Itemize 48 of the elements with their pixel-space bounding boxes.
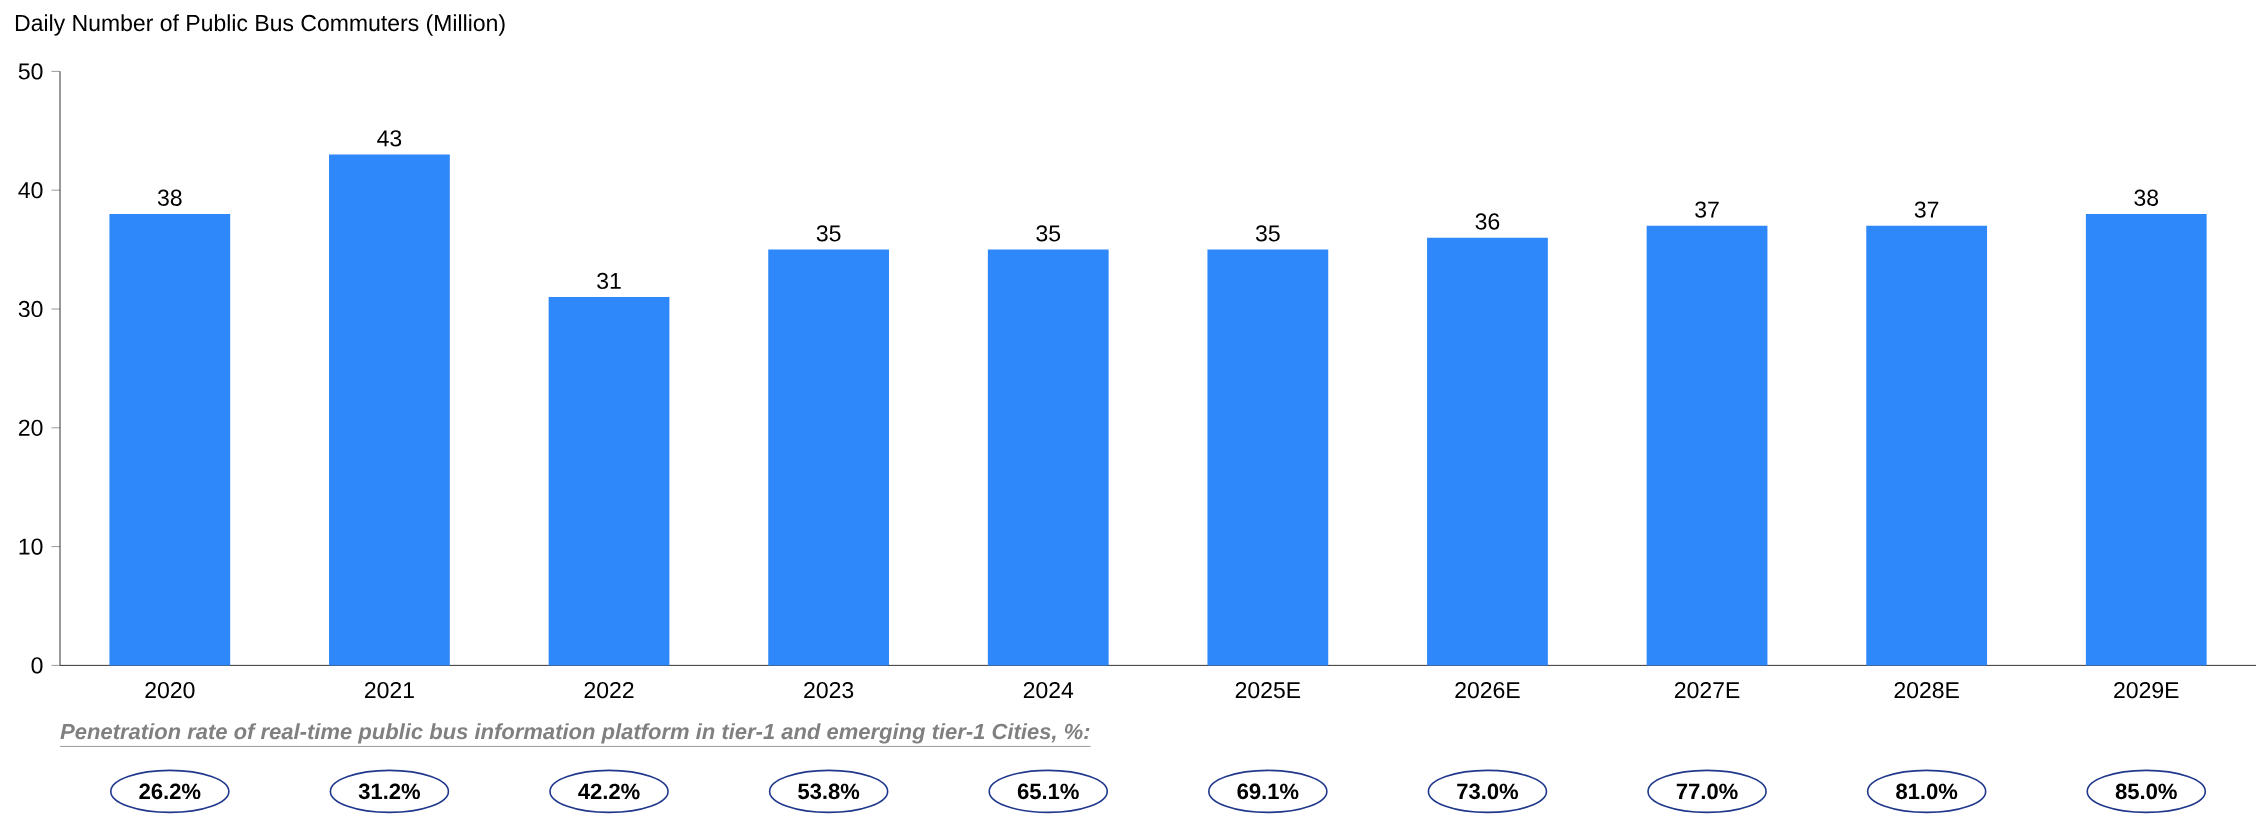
bar — [1866, 225, 1988, 666]
data-label: 35 — [1255, 225, 1280, 242]
text: 69.1% — [1237, 783, 1299, 800]
data-label: 35 — [1036, 225, 1061, 242]
x-tick-label: 2028E — [1894, 681, 1959, 699]
y-tick-label: 0 — [31, 657, 43, 674]
data-label: 35 — [816, 225, 841, 242]
bar — [109, 213, 231, 666]
chart-title: Daily Number of Public Bus Commuters (Million) — [15, 14, 505, 36]
text: 26.2% — [139, 783, 201, 800]
data-label: 43 — [377, 130, 402, 147]
text: 77.0% — [1676, 783, 1738, 800]
text: 85.0% — [2115, 783, 2177, 800]
x-tick-label: 2022 — [584, 681, 634, 699]
bar — [548, 297, 670, 666]
data-label: 31 — [597, 272, 621, 290]
bar — [987, 249, 1109, 666]
text: Penetration rate of real-time public bus information platform in tier-1 and emerging tier-1 Cities, %: — [60, 723, 1090, 744]
text: 81.0% — [1896, 783, 1958, 800]
bar — [1646, 225, 1768, 666]
x-tick-label: 2024 — [1023, 681, 1074, 699]
data-label: 38 — [157, 189, 182, 206]
x-tick-label: 2029E — [2114, 681, 2179, 699]
data-label: 38 — [2134, 189, 2159, 206]
y-tick-label: 20 — [18, 419, 43, 436]
text: 53.8% — [798, 783, 860, 800]
data-label: 36 — [1475, 213, 1500, 230]
data-label: 37 — [1914, 201, 1939, 218]
bar — [1427, 237, 1548, 666]
x-tick-label: 2026E — [1455, 681, 1520, 699]
x-tick-label: 2027E — [1674, 681, 1740, 699]
y-tick-label: 40 — [18, 182, 43, 199]
x-tick-label: 2025E — [1235, 681, 1301, 699]
data-label: 37 — [1695, 201, 1719, 218]
text: 42.2% — [578, 783, 640, 800]
bar — [329, 154, 450, 666]
x-tick-label: 2023 — [804, 681, 854, 699]
text: 65.1% — [1017, 783, 1079, 800]
bar — [768, 249, 890, 666]
text: 31.2% — [358, 783, 421, 800]
bar — [2085, 213, 2207, 666]
y-tick-label: 10 — [19, 538, 43, 555]
text: 73.0% — [1457, 783, 1519, 800]
bar — [1207, 249, 1329, 666]
x-tick-label: 2021 — [365, 681, 414, 699]
y-tick-label: 50 — [18, 63, 43, 80]
x-tick-label: 2020 — [145, 681, 195, 699]
y-tick-label: 30 — [18, 300, 43, 318]
